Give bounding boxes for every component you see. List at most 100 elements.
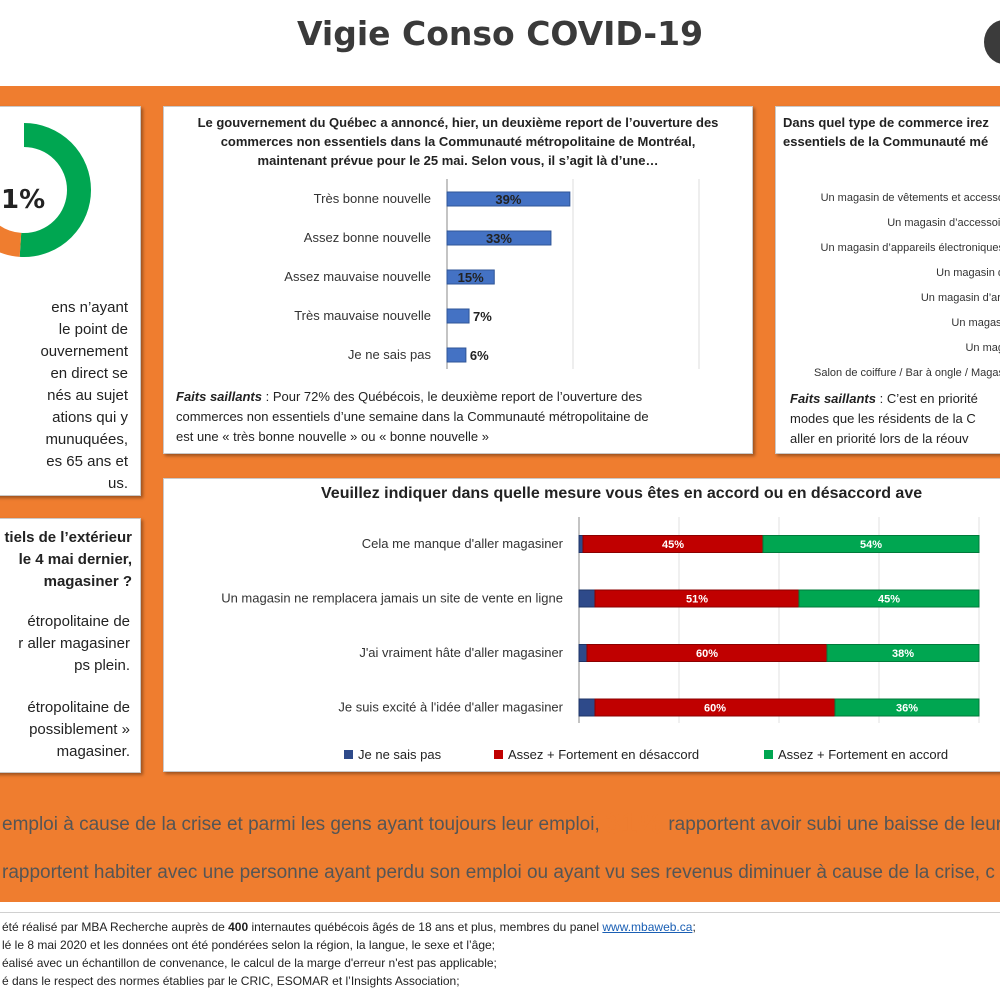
left-top-line: nés au sujet [47, 387, 128, 404]
left-top-line: us. [107, 475, 128, 492]
data-label: 45% [878, 594, 900, 606]
donut-chart [0, 123, 91, 257]
category-label: Un magasin ne remplacera jamais un site … [221, 591, 563, 606]
note-line: é dans le respect des normes établies pa… [2, 974, 460, 988]
left-bottom-answer-line: étropolitaine de [27, 699, 130, 716]
data-label: 51% [686, 594, 708, 606]
left-top-line: ens n’ayant [51, 299, 128, 316]
left-bottom-answer-line: r aller magasiner [18, 635, 130, 652]
data-label: 60% [704, 703, 726, 715]
note-text: internautes québécois âgés de 18 ans et … [248, 920, 603, 934]
left-top-line: en direct se [50, 365, 128, 382]
left-bottom-answer-line: ps plein. [74, 657, 130, 674]
legend-swatch [344, 750, 353, 759]
left-bottom-answer-1: étropolitaine de r aller magasiner ps plei… [18, 611, 130, 677]
data-label: 36% [896, 703, 918, 715]
employment-line-2: rapportent habiter avec une personne aya… [2, 862, 995, 883]
bar [446, 308, 470, 324]
left-top-line: ations qui y [52, 409, 128, 426]
data-label: 6% [470, 348, 489, 363]
footer-divider [0, 912, 1000, 913]
legend-item-disagree: Assez + Fortement en désaccord [494, 747, 699, 762]
legend-item-agree: Assez + Fortement en accord [764, 747, 948, 762]
commerce-question-line: Dans quel type de commerce irez [783, 115, 989, 130]
data-label: 33% [486, 231, 512, 246]
stacked-bar-segment [798, 589, 980, 608]
news-question-line: maintenant prévue pour le 25 mai. Selon … [257, 153, 659, 168]
methodology-notes: été réalisé par MBA Recherche auprès de … [2, 918, 696, 990]
data-label: 60% [696, 648, 718, 660]
legend-label: Assez + Fortement en accord [778, 747, 949, 762]
news-facts-label: Faits saillants [176, 389, 262, 404]
news-facts-line: commerces non essentiels d’une semaine d… [176, 409, 649, 424]
category-label: Cela me manque d'aller magasiner [362, 536, 564, 551]
data-label: 45% [662, 539, 684, 551]
news-card: Le gouvernement du Québec a annoncé, hie… [163, 106, 753, 454]
legend-label: Assez + Fortement en désaccord [508, 747, 700, 762]
news-question-line: commerces non essentiels dans la Communa… [220, 134, 696, 149]
donut-percent: 1% [1, 185, 46, 215]
mbaweb-link[interactable]: www.mbaweb.ca [602, 920, 693, 934]
commerce-facts-label: Faits saillants [790, 391, 876, 406]
stacked-bar-segment [578, 698, 596, 717]
category-label: Je ne sais pas [348, 347, 432, 362]
commerce-question-line: essentiels de la Communauté mé [783, 134, 989, 149]
left-top-text: ens n’ayant le point de ouvernement en dire… [0, 297, 128, 495]
stacked-bar-segment [834, 698, 980, 717]
commerce-facts-line: modes que les résidents de la C [790, 411, 976, 426]
data-label: 54% [860, 539, 882, 551]
left-bottom-card: tiels de l’extérieur le 4 mai dernier, mag… [0, 518, 141, 773]
stacked-bar-segment [578, 535, 584, 553]
left-top-line: le point de [58, 321, 128, 338]
note-line: éalisé avec un échantillon de convenance… [2, 956, 497, 970]
commerce-item-label: Un magasin d’art [920, 292, 1000, 304]
bar [446, 230, 552, 246]
commerce-question: Dans quel type de commerce irez essentie… [783, 113, 989, 151]
employment-line-1: emploi à cause de la crise et parmi les … [2, 808, 1000, 841]
employment-text: rapportent avoir subi une baisse de leur [663, 814, 1000, 835]
left-bottom-question-line: le 4 mai dernier, [18, 551, 132, 568]
bar [446, 269, 495, 285]
news-facts: Faits saillants : Pour 72% des Québécois… [176, 387, 742, 447]
legend-item-unknown: Je ne sais pas [344, 747, 441, 762]
legend-swatch [494, 750, 503, 759]
commerce-item-label: Un magasin d’appareils électroniques [820, 242, 1000, 254]
data-label: 7% [473, 309, 492, 324]
data-label: 15% [458, 270, 484, 285]
note-text: été réalisé par MBA Recherche auprès de [2, 920, 229, 934]
commerce-item-label: Un magasi [951, 317, 1000, 329]
left-bottom-answer-line: étropolitaine de [27, 613, 130, 630]
left-top-line: ouvernement [40, 343, 128, 360]
category-label: Très bonne nouvelle [314, 191, 431, 206]
stacked-bar-segment [762, 535, 980, 553]
news-question: Le gouvernement du Québec a annoncé, hie… [170, 113, 746, 170]
commerce-facts-line: : C’est en priorité [875, 391, 978, 406]
commerce-card: Dans quel type de commerce irez essentie… [775, 106, 1000, 454]
legend-label: Je ne sais pas [358, 747, 442, 762]
commerce-item-label: Un magasin d’accessoir [887, 217, 1000, 229]
agreement-title: Veuillez indiquer dans quelle mesure vou… [321, 485, 923, 502]
category-label: J'ai vraiment hâte d'aller magasiner [359, 645, 563, 660]
left-bottom-answer-2: étropolitaine de possiblement » magasiner. [27, 697, 130, 763]
agreement-card: Veuillez indiquer dans quelle mesure vou… [163, 478, 1000, 772]
category-label: Assez bonne nouvelle [304, 230, 431, 245]
data-label: 39% [495, 192, 521, 207]
stacked-bar-segment [826, 644, 980, 662]
legend-swatch [764, 750, 773, 759]
news-facts-line: : Pour 72% des Québécois, le deuxième re… [261, 389, 643, 404]
left-top-card: 1% ens n’ayant le point de ouvernement en d… [0, 106, 141, 496]
left-bottom-question-line: tiels de l’extérieur [4, 529, 132, 546]
left-top-line: es 65 ans et [46, 453, 128, 470]
stacked-bar-segment [578, 644, 588, 662]
note-bold: 400 [228, 920, 249, 934]
donut-slice [0, 123, 91, 257]
left-bottom-question-line: magasiner ? [43, 573, 132, 590]
employment-highlight: 31% [605, 808, 664, 840]
commerce-item-label: Un magasin d [936, 267, 1000, 279]
category-label: Assez mauvaise nouvelle [284, 269, 431, 284]
commerce-facts: Faits saillants : C’est en priorité mode… [790, 389, 978, 449]
news-facts-line: est une « très bonne nouvelle » ou « bon… [176, 429, 489, 444]
left-bottom-answer-line: magasiner. [56, 743, 130, 760]
bar [446, 347, 467, 363]
commerce-item-label: Un magasin de vêtements et accesso [820, 192, 1000, 204]
